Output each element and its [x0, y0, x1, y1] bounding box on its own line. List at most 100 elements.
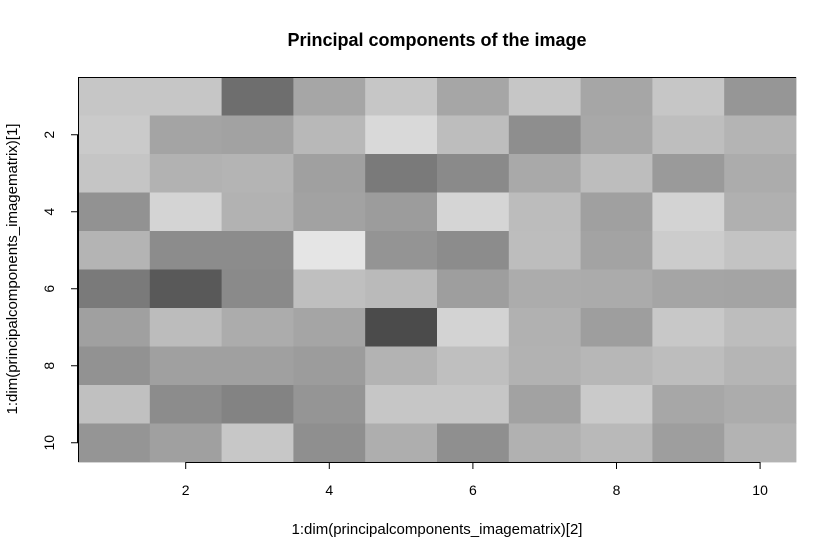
- heatmap-cell-r2-c4: [293, 115, 366, 155]
- y-axis-label: 1:dim(principalcomponents_imagematrix)[1…: [4, 124, 21, 415]
- heatmap-cell-r4-c4: [293, 192, 366, 232]
- heatmap-cell-r1-c9: [652, 77, 725, 116]
- chart-title: Principal components of the image: [287, 30, 586, 50]
- heatmap-cell-r2-c7: [508, 115, 581, 155]
- heatmap-cell-r7-c5: [365, 308, 438, 347]
- heatmap-cell-r3-c9: [652, 154, 725, 193]
- heatmap-cell-r9-c7: [508, 385, 581, 424]
- heatmap-cell-r3-c3: [221, 154, 294, 193]
- heatmap-cell-r8-c4: [293, 346, 366, 386]
- heatmap-cell-r6-c9: [652, 269, 725, 309]
- heatmap-cell-r5-c2: [149, 231, 222, 270]
- heatmap-cell-r5-c5: [365, 231, 438, 270]
- heatmap-cell-r9-c4: [293, 385, 366, 424]
- heatmap-cell-r5-c3: [221, 231, 294, 270]
- heatmap-cell-r9-c5: [365, 385, 438, 424]
- heatmap-cell-r3-c5: [365, 154, 438, 193]
- heatmap-cell-r2-c2: [149, 115, 222, 155]
- heatmap-cell-r3-c1: [78, 154, 151, 193]
- heatmap-cell-r5-c4: [293, 231, 366, 270]
- heatmap-cell-r6-c5: [365, 269, 438, 309]
- heatmap-cell-r5-c10: [724, 231, 797, 270]
- heatmap-cell-r6-c8: [580, 269, 653, 309]
- heatmap-cell-r2-c10: [724, 115, 797, 155]
- heatmap-cell-r4-c2: [149, 192, 222, 232]
- heatmap-cell-r1-c1: [78, 77, 151, 116]
- x-tick-label: 6: [469, 482, 477, 498]
- x-axis: 2 4 6 8 10: [182, 462, 768, 498]
- heatmap-cell-r7-c1: [78, 308, 151, 347]
- heatmap-cell-r8-c5: [365, 346, 438, 386]
- heatmap-cell-r4-c9: [652, 192, 725, 232]
- heatmap-cell-r9-c2: [149, 385, 222, 424]
- heatmap-cell-r6-c4: [293, 269, 366, 309]
- heatmap-cell-r6-c1: [78, 269, 151, 309]
- heatmap-cell-r6-c2: [149, 269, 222, 309]
- heatmap-cell-r3-c7: [508, 154, 581, 193]
- heatmap-cell-r1-c5: [365, 77, 438, 116]
- heatmap-cell-r8-c8: [580, 346, 653, 386]
- x-axis-label: 1:dim(principalcomponents_imagematrix)[2…: [292, 521, 583, 538]
- heatmap-cell-r8-c3: [221, 346, 294, 386]
- heatmap-cell-r4-c3: [221, 192, 294, 232]
- x-tick-label: 2: [182, 482, 190, 498]
- heatmap-cell-r6-c3: [221, 269, 294, 309]
- heatmap-cell-r1-c8: [580, 77, 653, 116]
- heatmap-cell-r6-c6: [437, 269, 510, 309]
- heatmap-cell-r1-c7: [508, 77, 581, 116]
- y-tick-label: 4: [41, 208, 57, 216]
- y-tick-label: 6: [41, 285, 57, 293]
- heatmap-cell-r10-c7: [508, 423, 581, 463]
- heatmap-cell-r2-c6: [437, 115, 510, 155]
- heatmap-cell-r10-c4: [293, 423, 366, 463]
- heatmap-cell-r4-c8: [580, 192, 653, 232]
- heatmap-cell-r9-c10: [724, 385, 797, 424]
- heatmap-cell-r3-c4: [293, 154, 366, 193]
- heatmap-cell-r9-c1: [78, 385, 151, 424]
- heatmap-cell-r4-c10: [724, 192, 797, 232]
- heatmap-cell-r1-c2: [149, 77, 222, 116]
- heatmap-cell-r7-c2: [149, 308, 222, 347]
- x-tick-label: 4: [325, 482, 333, 498]
- heatmap-cell-r8-c6: [437, 346, 510, 386]
- y-tick-label: 10: [41, 435, 57, 451]
- heatmap-cell-r2-c8: [580, 115, 653, 155]
- heatmap-cell-r2-c3: [221, 115, 294, 155]
- heatmap-cell-r4-c6: [437, 192, 510, 232]
- y-tick-label: 2: [41, 131, 57, 139]
- heatmap-cell-r10-c3: [221, 423, 294, 463]
- heatmap-cell-r4-c1: [78, 192, 151, 232]
- heatmap-cell-r7-c6: [437, 308, 510, 347]
- heatmap-cell-r3-c10: [724, 154, 797, 193]
- heatmap-cell-r5-c7: [508, 231, 581, 270]
- heatmap-cell-r10-c6: [437, 423, 510, 463]
- heatmap-cell-r8-c1: [78, 346, 151, 386]
- heatmap-cell-r8-c10: [724, 346, 797, 386]
- heatmap-cell-r9-c9: [652, 385, 725, 424]
- x-tick-label: 8: [613, 482, 621, 498]
- heatmap-cell-r1-c4: [293, 77, 366, 116]
- heatmap-cell-r2-c5: [365, 115, 438, 155]
- heatmap-cell-r6-c7: [508, 269, 581, 309]
- heatmap-cell-r10-c8: [580, 423, 653, 463]
- heatmap-cell-r4-c7: [508, 192, 581, 232]
- heatmap-cell-r5-c6: [437, 231, 510, 270]
- heatmap-cells: [78, 77, 797, 463]
- heatmap-cell-r7-c10: [724, 308, 797, 347]
- heatmap-cell-r9-c8: [580, 385, 653, 424]
- y-tick-label: 8: [41, 362, 57, 370]
- heatmap-cell-r7-c9: [652, 308, 725, 347]
- heatmap-cell-r8-c7: [508, 346, 581, 386]
- heatmap-cell-r9-c3: [221, 385, 294, 424]
- heatmap-cell-r8-c2: [149, 346, 222, 386]
- heatmap-cell-r10-c2: [149, 423, 222, 463]
- y-axis: 2 4 6 8 10: [41, 131, 78, 451]
- heatmap-cell-r5-c9: [652, 231, 725, 270]
- heatmap-cell-r7-c8: [580, 308, 653, 347]
- heatmap-cell-r4-c5: [365, 192, 438, 232]
- heatmap-cell-r8-c9: [652, 346, 725, 386]
- heatmap-cell-r2-c9: [652, 115, 725, 155]
- heatmap-cell-r3-c8: [580, 154, 653, 193]
- heatmap-cell-r5-c8: [580, 231, 653, 270]
